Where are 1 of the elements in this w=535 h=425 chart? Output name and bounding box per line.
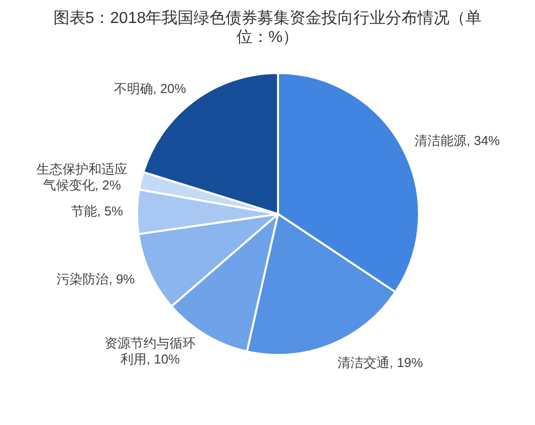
chart-title: 图表5：2018年我国绿色债券募集资金投向行业分布情况（单位：%）: [52, 9, 483, 47]
